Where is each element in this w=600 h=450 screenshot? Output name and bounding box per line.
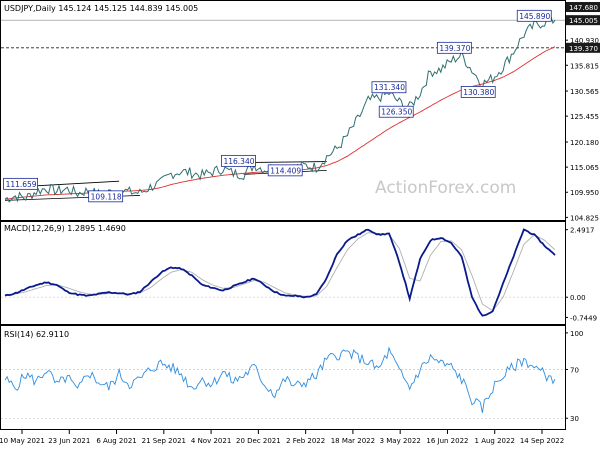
price-annotation-box bbox=[460, 86, 496, 98]
time-axis-label: 20 Dec 2021 bbox=[236, 437, 281, 445]
price-annotation-label: 131.340 bbox=[374, 83, 405, 92]
price-annotation-label: 116.340 bbox=[223, 157, 254, 166]
time-axis-label: 4 Nov 2021 bbox=[191, 437, 231, 445]
price-y-tick-label: 135.815 bbox=[570, 62, 599, 70]
price-panel-header: USDJPY,Daily 145.124 145.125 144.839 145… bbox=[4, 4, 198, 13]
price-annotation: 131.340 bbox=[371, 81, 407, 94]
price-annotation-label: 109.118 bbox=[91, 192, 122, 201]
price-annotation: 111.659 bbox=[3, 177, 38, 190]
price-annotations: 111.659 109.118 116.340 114.409 131.340 126.3… bbox=[3, 9, 552, 203]
time-axis-label: 14 Sep 2022 bbox=[520, 437, 564, 445]
price-flag bbox=[566, 2, 600, 13]
time-axis-label: 18 Mar 2022 bbox=[331, 437, 375, 445]
rsi-y-tick-label: 100 bbox=[570, 330, 583, 338]
price-annotation-box bbox=[88, 190, 124, 203]
time-axis-label: 3 May 2022 bbox=[380, 437, 421, 445]
price-flag bbox=[566, 42, 600, 53]
price-annotation-label: 145.890 bbox=[519, 12, 550, 21]
price-panel: USDJPY,Daily 145.124 145.125 144.839 145… bbox=[0, 0, 600, 222]
time-axis-label: 23 Jun 2021 bbox=[48, 437, 90, 445]
price-annotation-box bbox=[378, 105, 414, 118]
moving-average-line bbox=[4, 46, 556, 200]
price-flag bbox=[566, 15, 600, 26]
time-axis-label: 10 May 2021 bbox=[0, 437, 45, 445]
price-flag-label: 145.005 bbox=[569, 17, 598, 25]
rsi-y-tick-label: 30 bbox=[570, 415, 579, 423]
macd-lines bbox=[1, 228, 565, 317]
macd-panel-header: MACD(12,26,9) 1.2895 1.4690 bbox=[4, 224, 126, 233]
price-annotation: 126.350 bbox=[378, 105, 414, 118]
price-y-tick-label: 125.455 bbox=[570, 113, 599, 121]
time-axis-label: 6 Aug 2021 bbox=[96, 437, 136, 445]
price-flag-label: 139.370 bbox=[569, 45, 598, 53]
watermark: ActionForex.com bbox=[375, 178, 516, 198]
rsi-lines bbox=[1, 346, 565, 419]
rsi-line bbox=[4, 346, 556, 413]
price-annotation: 116.340 bbox=[221, 154, 256, 167]
price-y-tick-label: 140.930 bbox=[570, 37, 599, 45]
time-axis: 10 May 2021 23 Jun 2021 6 Aug 2021 21 Sep 2… bbox=[0, 430, 564, 445]
macd-y-tick-label: -0.7449 bbox=[570, 314, 597, 322]
macd-y-tick-label: 2.4917 bbox=[570, 227, 595, 235]
price-annotation-label: 130.380 bbox=[463, 88, 494, 97]
rsi-axis: 100 70 30 bbox=[565, 330, 583, 423]
rsi-panel: RSI(14) 62.9110 100 70 30 bbox=[0, 325, 583, 430]
price-annotation-label: 111.659 bbox=[6, 180, 37, 189]
time-axis-label: 2 Feb 2022 bbox=[286, 437, 325, 445]
price-y-tick-label: 120.180 bbox=[570, 139, 599, 147]
price-annotation-label: 126.350 bbox=[381, 108, 412, 117]
rsi-panel-header: RSI(14) 62.9110 bbox=[4, 330, 69, 339]
macd-panel-frame bbox=[0, 221, 566, 325]
macd-panel: MACD(12,26,9) 1.2895 1.4690 2.4917 0.00 -0… bbox=[0, 221, 597, 325]
macd-axis: 2.4917 0.00 -0.7449 bbox=[565, 227, 597, 322]
price-y-tick-label: 104.825 bbox=[570, 214, 599, 222]
time-axis-label: 21 Sep 2021 bbox=[142, 437, 186, 445]
rsi-panel-frame bbox=[0, 325, 566, 430]
price-y-tick-label: 115.065 bbox=[570, 164, 599, 172]
price-panel-frame bbox=[0, 0, 566, 221]
price-annotation-box bbox=[516, 9, 552, 22]
price-annotation: 130.380 bbox=[460, 86, 496, 98]
price-axis: 104.825 109.950 115.065 120.180 125.455 130.5… bbox=[565, 2, 600, 222]
macd-line bbox=[4, 228, 556, 317]
price-annotation-label: 139.370 bbox=[439, 44, 470, 53]
price-annotation-box bbox=[3, 177, 38, 190]
price-annotation-box bbox=[221, 154, 256, 167]
channel-upper-2 bbox=[243, 161, 327, 163]
price-y-tick-label: 109.950 bbox=[570, 189, 599, 197]
price-annotation-box bbox=[371, 81, 407, 94]
price-y-tick-label: 130.565 bbox=[570, 88, 599, 96]
price-annotation: 139.370 bbox=[436, 41, 472, 54]
price-annotation-box bbox=[436, 41, 472, 54]
time-axis-label: 1 Aug 2022 bbox=[475, 437, 515, 445]
macd-y-tick-label: 0.00 bbox=[570, 294, 586, 302]
rsi-y-tick-label: 70 bbox=[570, 366, 579, 374]
price-annotation: 109.118 bbox=[88, 190, 124, 203]
price-annotation-label: 114.409 bbox=[270, 166, 301, 175]
time-axis-label: 16 Jun 2022 bbox=[426, 437, 468, 445]
price-flag-label: 147.680 bbox=[569, 4, 598, 12]
price-annotation-box bbox=[267, 164, 303, 177]
price-annotation: 145.890 bbox=[516, 9, 552, 22]
price-annotation: 114.409 bbox=[267, 164, 303, 177]
